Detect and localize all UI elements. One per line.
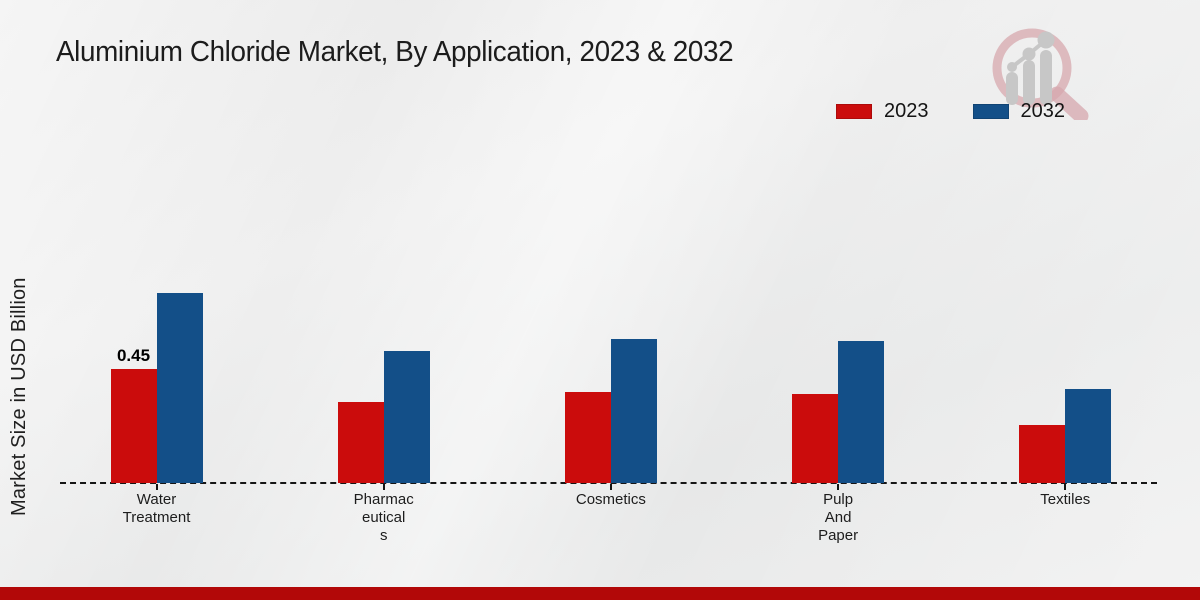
bar-2032-pharmaceuticals	[383, 351, 430, 483]
legend-swatch-2032	[972, 104, 1009, 119]
category-label: Cosmetics	[575, 491, 646, 508]
category-label: Pharmac eutical s	[353, 491, 414, 544]
legend-item-2032: 2032	[972, 100, 1066, 123]
x-axis-baseline	[60, 482, 1157, 484]
bar-2032-cosmetics	[610, 339, 657, 483]
x-axis-tick	[155, 484, 158, 490]
bar-2032-textiles	[1065, 389, 1112, 483]
data-label: 0.45	[116, 346, 151, 365]
legend-label-2023: 2023	[884, 100, 929, 122]
x-axis-tick	[1064, 484, 1067, 490]
bar-2032-water-treatment	[156, 293, 203, 483]
bar-2023-pharmaceuticals	[337, 402, 384, 483]
bar-2023-water-treatment	[110, 369, 157, 483]
bar-2032-pulp-and-paper	[838, 341, 885, 483]
bar-2023-pulp-and-paper	[792, 394, 839, 483]
category-label: Water Treatment	[122, 491, 191, 526]
legend: 2023 2032	[836, 100, 1065, 123]
chart-title: Aluminium Chloride Market, By Applicatio…	[56, 36, 734, 68]
legend-item-2023: 2023	[836, 100, 929, 123]
x-axis-tick	[609, 484, 612, 490]
x-axis-tick	[837, 484, 840, 490]
category-label: Textiles	[1040, 491, 1091, 508]
legend-label-2032: 2032	[1020, 100, 1066, 122]
bar-2023-cosmetics	[564, 392, 611, 483]
category-label: Pulp And Paper	[818, 491, 859, 544]
footer-ribbon	[0, 587, 1200, 600]
magnifier-chart-logo-icon	[992, 28, 1089, 120]
bar-2023-textiles	[1019, 425, 1066, 483]
legend-swatch-2023	[836, 104, 872, 119]
x-axis-tick	[382, 484, 385, 490]
